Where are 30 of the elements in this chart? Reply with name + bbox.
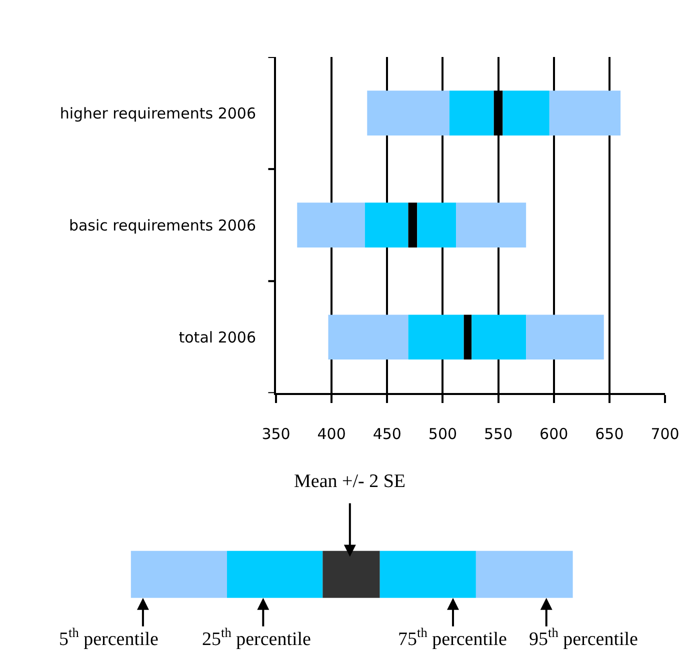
x-tick-label: 450 [372, 425, 402, 444]
bar [526, 314, 604, 360]
bar [502, 90, 550, 136]
text: 25$^{th}$ percentile [202, 625, 311, 650]
bar [408, 314, 464, 360]
x-tick-label: 400 [317, 425, 346, 444]
x-tick-label: 650 [595, 425, 624, 444]
bar [367, 90, 450, 136]
x-tick-label: 600 [540, 425, 568, 444]
bar [297, 202, 365, 248]
y-tick-label: basic requirements 2006 [68, 216, 256, 234]
bar [449, 90, 494, 136]
bar [472, 314, 526, 360]
bar [464, 314, 472, 360]
text: 95$^{th}$ percentile [529, 625, 638, 650]
x-tick-label: 550 [484, 425, 513, 444]
bar [456, 202, 526, 248]
bar [364, 202, 408, 248]
y-tick-label: total 2006 [178, 328, 256, 346]
text: 75$^{th}$ percentile [398, 625, 507, 650]
text: Mean +/- 2 SE [294, 471, 406, 492]
x-tick-label: 700 [650, 425, 680, 444]
bar [417, 202, 456, 248]
bar [408, 202, 418, 248]
text: 5$^{th}$ percentile [59, 625, 158, 650]
x-tick-label: 500 [428, 425, 458, 444]
y-tick-label: higher requirements 2006 [60, 104, 256, 122]
x-tick-label: 350 [262, 425, 290, 444]
bar [549, 90, 621, 136]
bar [328, 314, 408, 360]
